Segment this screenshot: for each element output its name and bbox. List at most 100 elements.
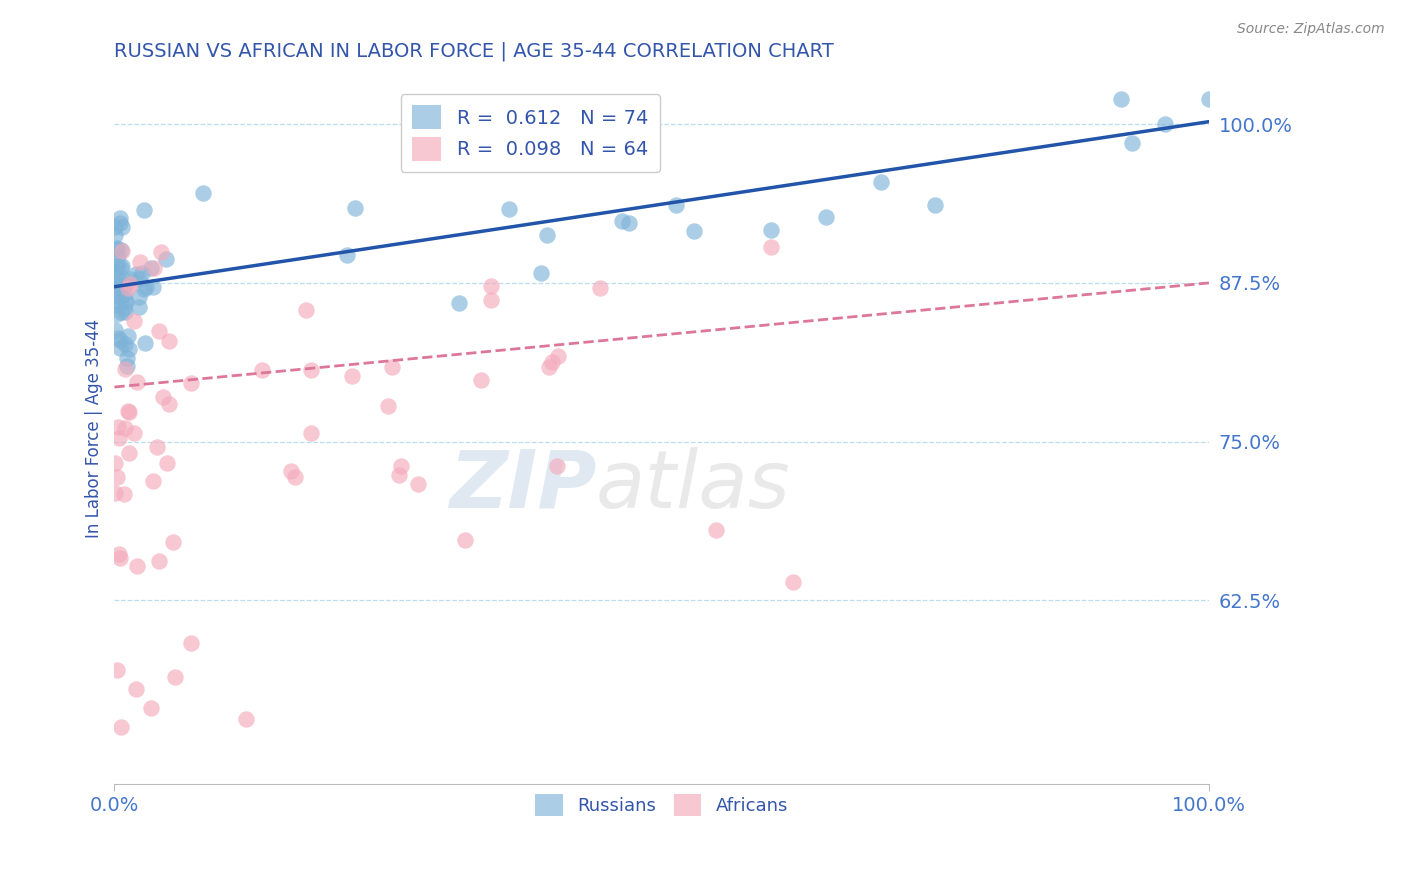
Point bbox=[105, 259, 128, 273]
Point bbox=[470, 373, 492, 387]
Text: atlas: atlas bbox=[596, 447, 790, 524]
Point bbox=[547, 349, 569, 363]
Legend: Russians, Africans: Russians, Africans bbox=[526, 785, 797, 825]
Point bbox=[114, 336, 136, 351]
Point bbox=[280, 464, 302, 478]
Point bbox=[105, 241, 128, 255]
Text: ZIP: ZIP bbox=[449, 447, 596, 524]
Point bbox=[118, 342, 141, 356]
Point bbox=[146, 440, 169, 454]
Point bbox=[1121, 136, 1143, 151]
Point bbox=[114, 278, 136, 293]
Point bbox=[134, 279, 156, 293]
Point bbox=[104, 219, 127, 234]
Point bbox=[104, 322, 127, 336]
Point bbox=[143, 260, 166, 275]
Point bbox=[498, 202, 520, 217]
Point bbox=[134, 335, 156, 350]
Point bbox=[541, 354, 564, 368]
Point bbox=[108, 551, 131, 566]
Point bbox=[340, 369, 363, 384]
Text: Source: ZipAtlas.com: Source: ZipAtlas.com bbox=[1237, 22, 1385, 37]
Point bbox=[782, 575, 804, 590]
Point bbox=[108, 547, 131, 561]
Point bbox=[104, 275, 127, 289]
Point bbox=[118, 277, 141, 291]
Point bbox=[103, 289, 125, 303]
Point bbox=[111, 260, 134, 274]
Point bbox=[108, 333, 131, 347]
Point bbox=[447, 295, 470, 310]
Point bbox=[128, 272, 150, 286]
Point bbox=[377, 399, 399, 413]
Point bbox=[406, 476, 429, 491]
Point bbox=[165, 670, 187, 684]
Point bbox=[122, 314, 145, 328]
Point bbox=[125, 267, 148, 281]
Point bbox=[110, 290, 132, 304]
Point bbox=[235, 712, 257, 726]
Point bbox=[112, 301, 135, 315]
Point bbox=[114, 421, 136, 435]
Point bbox=[665, 198, 688, 212]
Point bbox=[114, 278, 136, 293]
Point bbox=[1111, 92, 1133, 106]
Point bbox=[105, 242, 128, 256]
Y-axis label: In Labor Force | Age 35-44: In Labor Force | Age 35-44 bbox=[86, 319, 103, 539]
Point bbox=[127, 558, 149, 573]
Point bbox=[128, 255, 150, 269]
Point bbox=[814, 210, 837, 224]
Point bbox=[115, 294, 138, 309]
Point bbox=[683, 224, 706, 238]
Point bbox=[114, 293, 136, 307]
Point bbox=[869, 175, 891, 189]
Point bbox=[112, 287, 135, 301]
Point bbox=[150, 245, 173, 260]
Point bbox=[117, 405, 139, 419]
Point bbox=[479, 293, 502, 307]
Point bbox=[104, 265, 127, 279]
Point bbox=[104, 486, 127, 500]
Point bbox=[252, 363, 274, 377]
Point bbox=[110, 244, 132, 258]
Point bbox=[132, 282, 155, 296]
Point bbox=[105, 258, 128, 272]
Point bbox=[381, 360, 404, 375]
Point bbox=[537, 360, 560, 375]
Point bbox=[128, 300, 150, 314]
Point bbox=[112, 487, 135, 501]
Point bbox=[103, 294, 125, 309]
Point bbox=[148, 554, 170, 568]
Point bbox=[117, 281, 139, 295]
Point bbox=[117, 329, 139, 343]
Point bbox=[107, 249, 129, 263]
Point bbox=[105, 663, 128, 677]
Point bbox=[104, 456, 127, 470]
Point bbox=[295, 302, 318, 317]
Point bbox=[117, 446, 139, 460]
Point bbox=[142, 280, 165, 294]
Point bbox=[546, 459, 568, 474]
Point bbox=[1198, 92, 1220, 106]
Point bbox=[117, 404, 139, 418]
Point bbox=[530, 266, 553, 280]
Point bbox=[139, 260, 162, 275]
Point bbox=[180, 636, 202, 650]
Point bbox=[110, 720, 132, 734]
Point bbox=[336, 248, 359, 262]
Point bbox=[704, 523, 727, 537]
Point bbox=[118, 272, 141, 286]
Point bbox=[541, 153, 564, 168]
Point bbox=[104, 281, 127, 295]
Point bbox=[105, 278, 128, 293]
Point bbox=[108, 342, 131, 356]
Text: RUSSIAN VS AFRICAN IN LABOR FORCE | AGE 35-44 CORRELATION CHART: RUSSIAN VS AFRICAN IN LABOR FORCE | AGE … bbox=[114, 42, 834, 62]
Point bbox=[114, 362, 136, 376]
Point bbox=[105, 271, 128, 285]
Point bbox=[114, 305, 136, 319]
Point bbox=[148, 324, 170, 338]
Point bbox=[128, 290, 150, 304]
Point bbox=[131, 266, 153, 280]
Point bbox=[299, 363, 322, 377]
Point bbox=[284, 470, 307, 484]
